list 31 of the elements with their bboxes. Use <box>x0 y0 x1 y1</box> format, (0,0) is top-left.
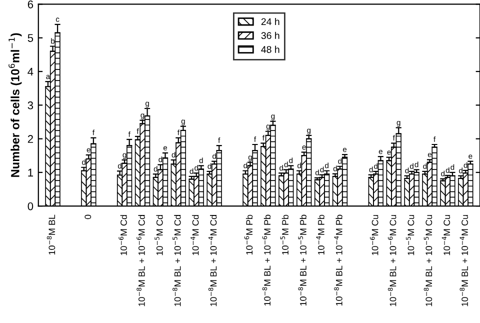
y-tick-label: 4 <box>28 68 34 76</box>
x-tick-label: 10$^{−8}$M BL + 10$^{−4}$M Pb <box>334 214 342 306</box>
y-tick-label: 2 <box>28 135 33 143</box>
x-tick-label: 10$^{−8}$M BL + 10$^{−6}$M Cd <box>136 215 145 306</box>
x-tick-label: 10$^{−4}$M Cd <box>190 215 199 256</box>
y-tick-label: 3 <box>28 101 34 110</box>
y-tick-label: 5 <box>28 34 34 42</box>
x-tick-label: 10$^{−8}$M BL + 10$^{−6}$M Cu <box>388 215 396 306</box>
y-tick-label: 1 <box>28 168 33 176</box>
x-tick-label: 10$^{−4}$M Pb <box>316 214 324 255</box>
x-tick-label: 10$^{−5}$M Cu <box>406 215 414 256</box>
y-tick-label: 6 <box>28 0 34 8</box>
legend-label: 24 h <box>261 18 280 26</box>
y-axis-title: Number of cells (10$^{6}$ml$^{−1}$) <box>8 33 22 177</box>
x-tick-label: 10$^{−6}$M Cd <box>118 215 127 256</box>
x-tick-label: 10$^{−8}$M BL + 10$^{−4}$M Cd <box>208 215 217 306</box>
x-tick-label: 10$^{−6}$M Pb <box>244 214 253 255</box>
x-tick-label: 10$^{−8}$M BL + 10$^{−5}$M Pb <box>298 214 306 306</box>
x-tick-label: 10$^{−8}$M BL + 10$^{−6}$M Pb <box>262 214 271 306</box>
x-tick-label: 0 <box>84 214 92 220</box>
x-tick-label: 10$^{−8}$M BL + 10$^{−4}$M Cu <box>460 215 468 306</box>
legend-label: 48 h <box>261 46 280 53</box>
x-tick-label: 10$^{−8}$M BL <box>46 214 56 255</box>
x-tick-label: 10$^{−5}$M Cd <box>154 215 163 256</box>
legend-label: 36 h <box>261 32 280 40</box>
x-tick-label: 10$^{−4}$M Cu <box>442 215 450 256</box>
x-tick-label: 10$^{−8}$M BL + 10$^{−5}$M Cd <box>172 215 181 306</box>
x-tick-label: 10$^{−8}$M BL + 10$^{−5}$M Cu <box>424 215 432 306</box>
x-tick-label: 10$^{−6}$M Cu <box>370 215 378 256</box>
y-tick-label: 0 <box>28 202 34 210</box>
x-tick-label: 10$^{−5}$M Pb <box>280 214 288 255</box>
